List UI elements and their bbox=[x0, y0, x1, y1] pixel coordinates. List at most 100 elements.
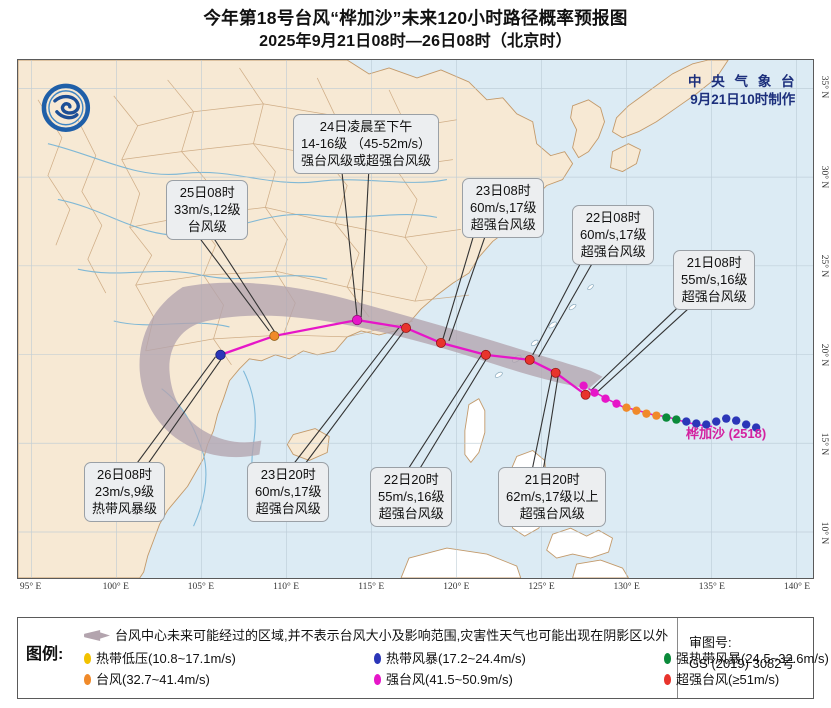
callout-line: 超强台风级 bbox=[580, 244, 646, 259]
page-title: 今年第18号台风“桦加沙”未来120小时路径概率预报图 2025年9月21日08… bbox=[0, 6, 831, 54]
callout-line: 台风级 bbox=[187, 219, 227, 234]
longitude-tick: 140° E bbox=[783, 582, 811, 592]
legend-title: 图例: bbox=[26, 646, 64, 663]
historical-track-points bbox=[579, 381, 761, 432]
callout-line: 超强台风级 bbox=[378, 506, 444, 521]
callout-line: 强台风级或超强台风级 bbox=[301, 153, 432, 168]
callout-line: 超强台风级 bbox=[681, 289, 747, 304]
landmass-mindanao bbox=[572, 559, 629, 578]
forecast-callout: 26日08时 23m/s,9级 热带风暴级 bbox=[84, 462, 166, 522]
cma-logo-icon bbox=[41, 83, 91, 132]
landmass-visayas bbox=[546, 527, 613, 559]
landmass-japan-honshu bbox=[612, 60, 729, 139]
callout-line: 55m/s,16级 bbox=[378, 489, 445, 504]
forecast-callout: 21日20时 62m/s,17级以上 超强台风级 bbox=[498, 467, 607, 527]
callout-line: 55m/s,16级 bbox=[681, 272, 748, 287]
callout-line: 21日20时 bbox=[524, 472, 580, 487]
callout-line: 超强台风级 bbox=[255, 501, 321, 516]
legend-item-label: 强台风(41.5~50.9m/s) bbox=[386, 672, 513, 687]
longitude-tick: 120° E bbox=[443, 582, 470, 592]
approval-number: GS (2019) 3082号 bbox=[689, 656, 795, 671]
forecast-callout: 22日20时 55m/s,16级 超强台风级 bbox=[370, 467, 453, 527]
callout-line: 62m/s,17级以上 bbox=[506, 489, 599, 504]
legend-item: 超强台风(≥51m/s) bbox=[664, 669, 779, 688]
callout-line: 14-16级 （45-52m/s） bbox=[301, 136, 432, 151]
storm-name-label: 桦加沙 (2518) bbox=[686, 426, 767, 441]
callout-line: 热带风暴级 bbox=[92, 501, 158, 516]
province-borders bbox=[37, 67, 469, 366]
forecast-callout: 24日凌晨至下午 14-16级 （45-52m/s） 强台风级或超强台风级 bbox=[293, 114, 440, 174]
legend-item: 热带风暴(17.2~24.4m/s) bbox=[374, 648, 526, 667]
approval-block: 审图号: GS (2019) 3082号 bbox=[677, 618, 813, 698]
longitude-tick: 95° E bbox=[19, 582, 42, 592]
legend-swatch-icon bbox=[374, 653, 381, 664]
callout-line: 33m/s,12级 bbox=[174, 202, 241, 217]
title-line-1: 今年第18号台风“桦加沙”未来120小时路径概率预报图 bbox=[203, 8, 628, 28]
legend-cone-text: 台风中心未来可能经过的区域,并不表示台风大小及影响范围,灾害性天气也可能出现在阴… bbox=[115, 628, 669, 643]
callout-line: 21日08时 bbox=[686, 255, 742, 270]
legend-item: 台风(32.7~41.4m/s) bbox=[84, 669, 210, 688]
callout-line: 60m/s,17级 bbox=[255, 484, 322, 499]
landmass-borneo bbox=[400, 547, 522, 578]
latitude-tick: 30° N bbox=[819, 165, 829, 188]
agency-name: 中 央 气 象 台 bbox=[688, 74, 798, 89]
callout-line: 25日08时 bbox=[179, 185, 235, 200]
legend-item-label: 热带风暴(17.2~24.4m/s) bbox=[386, 651, 526, 666]
longitude-tick: 105° E bbox=[187, 582, 215, 592]
title-line-2: 2025年9月21日08时—26日08时（北京时） bbox=[259, 33, 572, 50]
legend-item-label: 台风(32.7~41.4m/s) bbox=[96, 672, 210, 687]
forecast-callout: 23日08时 60m/s,17级 超强台风级 bbox=[462, 178, 545, 238]
latitude-tick: 20° N bbox=[819, 343, 829, 366]
longitude-tick: 125° E bbox=[528, 582, 555, 592]
legend-item-label: 强热带风暴(24.5~32.6m/s) bbox=[676, 651, 829, 666]
legend-swatch-icon bbox=[84, 653, 91, 664]
legend-main: 图例: 台风中心未来可能经过的区域,并不表示台风大小及影响范围,灾害性天气也可能… bbox=[18, 618, 829, 698]
forecast-callout: 22日08时 60m/s,17级 超强台风级 bbox=[572, 205, 655, 265]
longitude-tick: 130° E bbox=[613, 582, 640, 592]
agency-stamp: 中 央 气 象 台 9月21日10时制作 bbox=[688, 73, 798, 109]
agency-timestamp: 9月21日10时制作 bbox=[690, 92, 796, 107]
callout-line: 26日08时 bbox=[97, 467, 152, 482]
forecast-callout: 23日20时 60m/s,17级 超强台风级 bbox=[247, 462, 330, 522]
callout-line: 23日20时 bbox=[260, 467, 316, 482]
callout-line: 23日08时 bbox=[475, 183, 531, 198]
approval-label: 审图号: bbox=[689, 635, 732, 650]
landmass-korea bbox=[570, 99, 605, 159]
legend: 图例: 台风中心未来可能经过的区域,并不表示台风大小及影响范围,灾害性天气也可能… bbox=[17, 617, 829, 699]
legend-item: 强台风(41.5~50.9m/s) bbox=[374, 669, 513, 688]
legend-cone-row: 台风中心未来可能经过的区域,并不表示台风大小及影响范围,灾害性天气也可能出现在阴… bbox=[84, 625, 677, 648]
callout-line: 22日20时 bbox=[383, 472, 439, 487]
legend-swatch-icon bbox=[664, 653, 671, 664]
callout-line: 22日08时 bbox=[585, 210, 641, 225]
historical-track bbox=[579, 381, 761, 432]
legend-row-intensity-2: 台风(32.7~41.4m/s) 强台风(41.5~50.9m/s) 超强台风(≥5… bbox=[84, 669, 779, 690]
legend-item: 强热带风暴(24.5~32.6m/s) bbox=[664, 648, 829, 667]
latitude-tick: 25° N bbox=[819, 254, 829, 277]
longitude-tick: 100° E bbox=[102, 582, 129, 592]
callout-leader-lines bbox=[125, 164, 693, 487]
landmass-japan-kyushu bbox=[610, 143, 641, 173]
callout-line: 23m/s,9级 bbox=[94, 484, 155, 499]
legend-swatch-icon bbox=[664, 674, 671, 685]
callout-line: 24日凌晨至下午 bbox=[319, 119, 413, 134]
forecast-track-points bbox=[215, 314, 591, 400]
forecast-callout: 25日08时 33m/s,12级 台风级 bbox=[166, 180, 249, 240]
landmass-taiwan bbox=[464, 398, 486, 463]
callout-line: 超强台风级 bbox=[470, 217, 536, 232]
longitude-tick: 115° E bbox=[358, 582, 385, 592]
forecast-probability-cone bbox=[139, 282, 603, 458]
legend-swatch-icon bbox=[374, 674, 381, 685]
longitude-tick: 110° E bbox=[273, 582, 299, 592]
callout-line: 超强台风级 bbox=[519, 506, 585, 521]
callout-line: 60m/s,17级 bbox=[470, 200, 537, 215]
legend-item-label: 热带低压(10.8~17.1m/s) bbox=[96, 651, 236, 666]
cone-swatch-icon bbox=[84, 630, 110, 641]
longitude-tick: 135° E bbox=[698, 582, 725, 592]
legend-item: 热带低压(10.8~17.1m/s) bbox=[84, 648, 236, 667]
callout-line: 60m/s,17级 bbox=[580, 227, 647, 242]
legend-row-intensity-1: 热带低压(10.8~17.1m/s) 热带风暴(17.2~24.4m/s) 强热带风… bbox=[84, 648, 829, 669]
latitude-tick: 35° N bbox=[819, 76, 829, 99]
legend-swatch-icon bbox=[84, 674, 91, 685]
latitude-tick: 10° N bbox=[819, 521, 829, 544]
